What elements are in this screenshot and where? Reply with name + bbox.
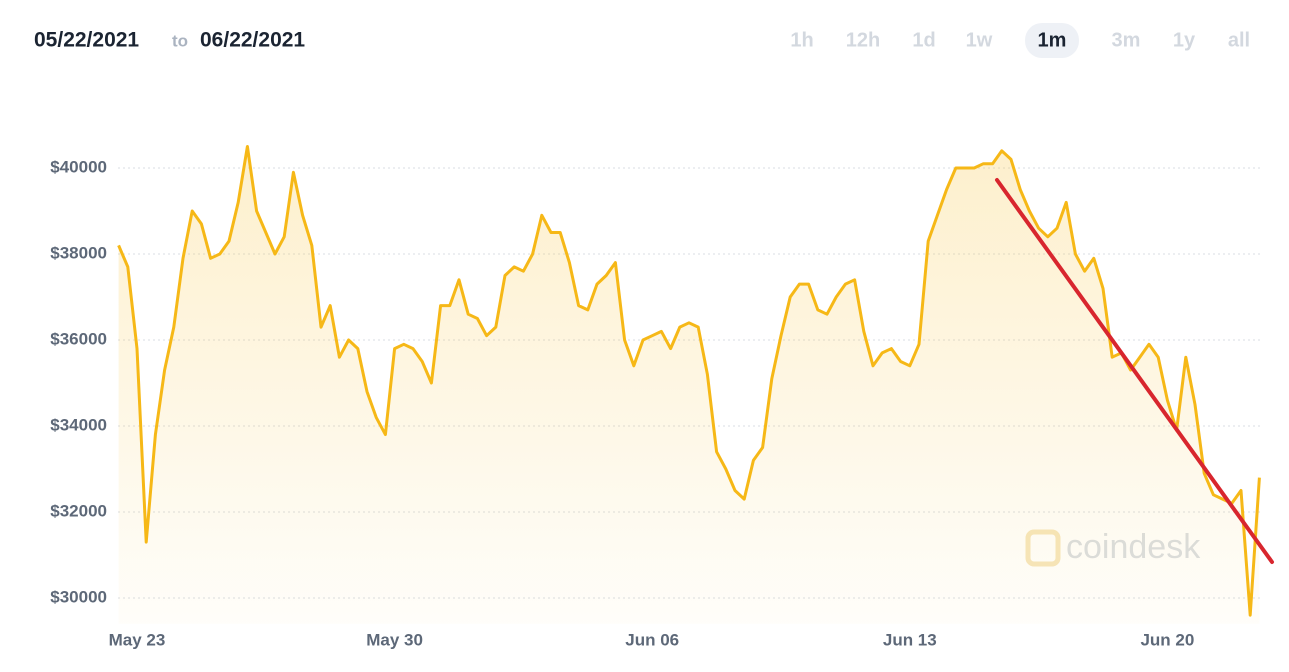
range-selector: 1h 12h 1d 1w 1m 3m 1y all xyxy=(790,23,1250,58)
x-tick-label: Jun 13 xyxy=(883,630,937,649)
y-tick-label: $38000 xyxy=(50,243,107,262)
range-button[interactable]: 1w xyxy=(966,29,993,51)
axes: $30000 $32000 $34000 $36000 $38000 $40000 May … xyxy=(50,157,1194,649)
y-tick-label: $30000 xyxy=(50,587,107,606)
range-button[interactable]: 12h xyxy=(846,29,880,51)
range-button[interactable]: 1d xyxy=(912,29,935,51)
plot: coindesk xyxy=(117,145,1261,624)
y-tick-label: $34000 xyxy=(50,415,107,434)
date-separator: to xyxy=(172,31,188,50)
range-button[interactable]: 1h xyxy=(790,29,813,51)
range-button[interactable]: all xyxy=(1228,29,1250,51)
range-pill[interactable] xyxy=(1025,23,1079,58)
y-tick-label: $36000 xyxy=(50,329,107,348)
date-to: 06/22/2021 xyxy=(200,29,305,52)
range-button[interactable]: 1y xyxy=(1173,29,1196,51)
trend-annotation xyxy=(995,178,1274,564)
x-tick-label: May 23 xyxy=(109,630,166,649)
y-tick-label: $40000 xyxy=(50,157,107,176)
x-tick-label: Jun 20 xyxy=(1140,630,1194,649)
header: 05/22/2021 to 06/22/2021 xyxy=(34,29,305,52)
y-tick-label: $32000 xyxy=(50,501,107,520)
date-from: 05/22/2021 xyxy=(34,29,139,52)
x-tick-label: Jun 06 xyxy=(625,630,679,649)
price-line xyxy=(117,145,1261,617)
price-area xyxy=(118,146,1260,624)
range-button[interactable]: 3m xyxy=(1112,29,1141,51)
range-button[interactable]: 1m xyxy=(1038,29,1067,51)
x-tick-label: May 30 xyxy=(366,630,423,649)
